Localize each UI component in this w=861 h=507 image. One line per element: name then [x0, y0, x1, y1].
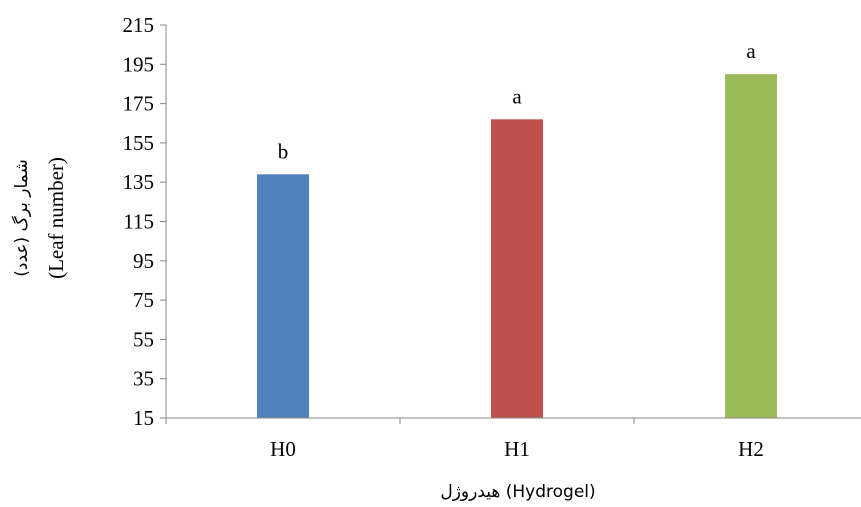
- y-tick-label: 35: [133, 367, 154, 391]
- x-tick-label: H1: [504, 437, 530, 461]
- y-tick-label: 75: [133, 288, 154, 312]
- bars: [257, 74, 777, 418]
- y-axis-ticks: 15 35 55 75 95 115 135 155 175 195 215: [123, 13, 166, 430]
- bar-label-h0: b: [278, 139, 289, 163]
- y-tick-label: 175: [123, 92, 155, 116]
- y-axis-label-english: (Leaf number): [44, 157, 68, 279]
- y-tick-label: 195: [123, 52, 155, 76]
- y-tick-label: 155: [123, 131, 155, 155]
- bar-h1: [491, 119, 543, 418]
- bar-significance-labels: b a a: [278, 39, 757, 163]
- y-tick-label: 55: [133, 327, 154, 351]
- y-tick-label: 135: [123, 170, 155, 194]
- x-tick-label: H2: [738, 437, 764, 461]
- x-axis-label: هیدروژل (Hydrogel): [440, 482, 595, 502]
- y-tick-label: 215: [123, 13, 155, 37]
- bar-h0: [257, 174, 309, 418]
- x-axis-ticks: H0 H1 H2: [165, 418, 764, 461]
- bar-label-h2: a: [746, 39, 756, 63]
- x-tick-label: H0: [270, 437, 296, 461]
- y-tick-label: 115: [123, 210, 154, 234]
- bar-h2: [725, 74, 777, 418]
- y-tick-label: 95: [133, 249, 154, 273]
- y-tick-label: 15: [133, 406, 154, 430]
- y-axis-label-persian: شمار برگ (عدد): [11, 159, 32, 277]
- bar-label-h1: a: [512, 84, 522, 108]
